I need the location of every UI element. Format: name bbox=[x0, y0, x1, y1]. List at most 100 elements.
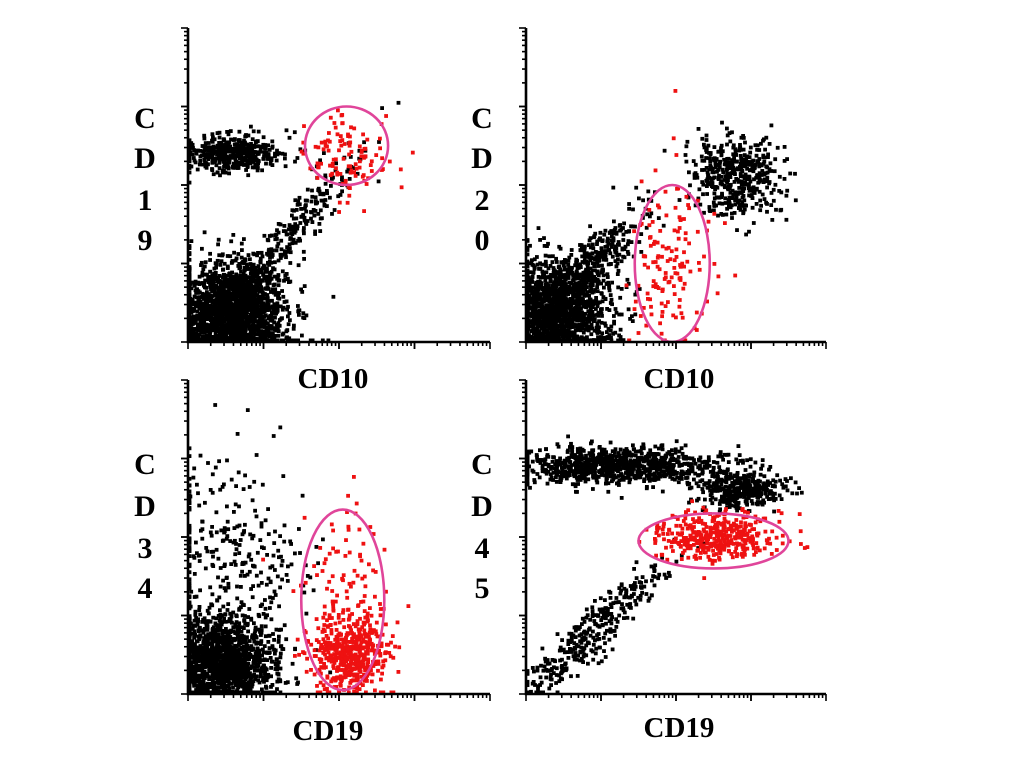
data-point bbox=[592, 317, 597, 321]
data-point bbox=[193, 337, 197, 341]
data-point bbox=[226, 132, 231, 137]
data-point bbox=[255, 168, 260, 173]
data-point bbox=[284, 272, 289, 276]
data-point bbox=[218, 299, 223, 304]
data-point bbox=[609, 335, 613, 340]
data-point bbox=[542, 299, 546, 304]
data-point bbox=[610, 254, 615, 259]
data-point bbox=[249, 142, 253, 146]
data-point bbox=[588, 313, 592, 318]
data-point bbox=[538, 280, 543, 285]
data-point bbox=[339, 143, 344, 148]
data-point bbox=[224, 154, 229, 159]
data-point bbox=[275, 308, 279, 313]
data-point bbox=[250, 292, 255, 297]
data-point bbox=[588, 236, 593, 240]
data-point bbox=[348, 155, 353, 159]
data-point bbox=[330, 161, 335, 166]
data-point bbox=[600, 238, 605, 243]
data-point bbox=[228, 330, 233, 334]
data-point bbox=[605, 275, 610, 279]
data-point bbox=[634, 185, 639, 190]
data-point bbox=[265, 293, 270, 297]
data-point bbox=[277, 278, 282, 283]
data-point bbox=[298, 147, 303, 152]
data-point bbox=[225, 279, 230, 284]
data-point bbox=[721, 170, 726, 175]
data-point bbox=[273, 315, 277, 320]
data-point bbox=[191, 156, 196, 160]
data-point bbox=[193, 279, 198, 284]
data-point bbox=[256, 331, 260, 336]
data-point bbox=[585, 285, 589, 290]
data-point bbox=[568, 268, 572, 273]
data-point bbox=[596, 271, 600, 276]
data-point bbox=[236, 252, 241, 256]
data-point bbox=[202, 136, 207, 141]
data-point bbox=[531, 270, 536, 275]
data-point bbox=[542, 330, 547, 335]
data-point bbox=[684, 159, 689, 164]
data-point bbox=[525, 280, 530, 285]
data-point bbox=[582, 336, 587, 341]
data-point bbox=[583, 311, 588, 316]
data-point bbox=[566, 262, 571, 267]
data-point bbox=[572, 308, 577, 312]
data-point bbox=[232, 295, 236, 300]
data-point bbox=[299, 207, 303, 211]
data-point bbox=[619, 259, 624, 264]
data-point bbox=[187, 297, 192, 302]
data-point bbox=[221, 304, 226, 309]
data-point bbox=[595, 289, 600, 294]
data-point bbox=[252, 143, 257, 148]
data-point bbox=[284, 128, 289, 133]
data-point bbox=[338, 134, 343, 138]
data-point bbox=[228, 254, 233, 259]
data-point bbox=[550, 301, 555, 306]
data-point bbox=[252, 307, 257, 312]
data-point bbox=[226, 316, 231, 321]
data-point bbox=[357, 156, 362, 161]
data-point bbox=[603, 249, 608, 253]
data-point bbox=[214, 301, 219, 306]
data-point bbox=[220, 253, 225, 258]
data-point bbox=[564, 313, 569, 317]
data-point bbox=[231, 335, 235, 339]
data-point bbox=[267, 281, 272, 285]
data-point bbox=[737, 206, 741, 210]
data-point bbox=[236, 282, 240, 286]
data-point bbox=[279, 247, 284, 252]
data-point bbox=[270, 331, 274, 335]
data-point bbox=[247, 279, 252, 284]
data-point bbox=[585, 293, 589, 298]
data-point bbox=[530, 258, 534, 263]
data-point bbox=[204, 165, 209, 170]
data-point bbox=[576, 263, 581, 267]
cluster-black-low bbox=[525, 226, 642, 343]
data-point bbox=[387, 159, 392, 164]
data-point bbox=[593, 231, 598, 236]
data-point bbox=[293, 198, 298, 203]
data-point bbox=[648, 214, 652, 219]
data-point bbox=[286, 227, 291, 232]
data-point bbox=[270, 298, 274, 303]
data-point bbox=[209, 322, 214, 327]
data-point bbox=[567, 334, 571, 339]
data-point bbox=[598, 236, 602, 241]
data-point bbox=[554, 271, 559, 275]
data-point bbox=[548, 304, 553, 309]
data-point bbox=[189, 164, 194, 169]
data-point bbox=[235, 319, 240, 324]
data-point bbox=[605, 239, 610, 244]
data-point bbox=[255, 283, 260, 288]
data-point bbox=[209, 155, 213, 160]
data-point bbox=[258, 300, 262, 304]
data-point bbox=[187, 279, 192, 284]
data-point bbox=[554, 332, 559, 337]
data-point bbox=[187, 170, 192, 175]
data-point bbox=[544, 275, 549, 279]
data-point bbox=[541, 332, 546, 337]
data-point bbox=[233, 155, 238, 160]
data-point bbox=[242, 301, 247, 306]
